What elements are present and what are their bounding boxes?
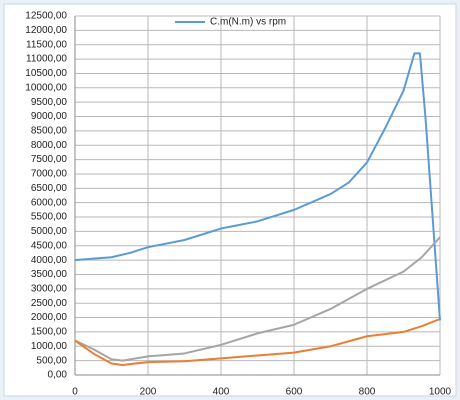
series-line: [74, 318, 441, 366]
y-tick-label: 500,00: [36, 355, 67, 366]
y-tick-label: 6500,00: [31, 183, 68, 194]
y-tick-label: 8500,00: [31, 126, 68, 137]
y-tick-label: 0,00: [48, 370, 68, 381]
x-tick-label: 800: [359, 387, 376, 398]
legend-label: C.m(N.m) vs rpm: [210, 17, 286, 28]
y-tick-label: 3000,00: [31, 283, 68, 294]
y-tick-label: 5500,00: [31, 212, 68, 223]
y-tick-label: 4500,00: [31, 240, 68, 251]
y-tick-label: 1000,00: [31, 341, 68, 352]
y-tick-label: 3500,00: [31, 269, 68, 280]
y-tick-label: 12500,00: [25, 11, 67, 22]
y-tick-label: 7500,00: [31, 154, 68, 165]
y-tick-label: 11000,00: [26, 54, 67, 65]
y-tick-label: 10500,00: [25, 68, 67, 79]
y-tick-label: 1500,00: [31, 327, 68, 338]
y-tick-label: 4000,00: [31, 255, 68, 266]
y-tick-label: 12000,00: [25, 25, 67, 36]
y-tick-label: 2500,00: [31, 298, 68, 309]
series-line: [74, 52, 441, 321]
y-tick-label: 7000,00: [31, 169, 68, 180]
y-tick-label: 9500,00: [31, 97, 68, 108]
x-tick-label: 600: [286, 387, 303, 398]
y-tick-label: 9000,00: [31, 111, 68, 122]
x-tick-label: 200: [140, 387, 157, 398]
y-tick-label: 11500,00: [26, 39, 67, 50]
x-tick-label: 0: [72, 387, 78, 398]
y-tick-label: 2000,00: [31, 312, 68, 323]
y-tick-label: 5000,00: [31, 226, 68, 237]
plot-area: [75, 16, 440, 375]
y-tick-label: 6000,00: [31, 197, 68, 208]
y-tick-label: 10000,00: [25, 82, 67, 93]
x-tick-label: 1000: [429, 387, 452, 398]
x-tick-label: 400: [213, 387, 230, 398]
series-line: [74, 236, 441, 362]
y-tick-label: 8000,00: [31, 140, 68, 151]
